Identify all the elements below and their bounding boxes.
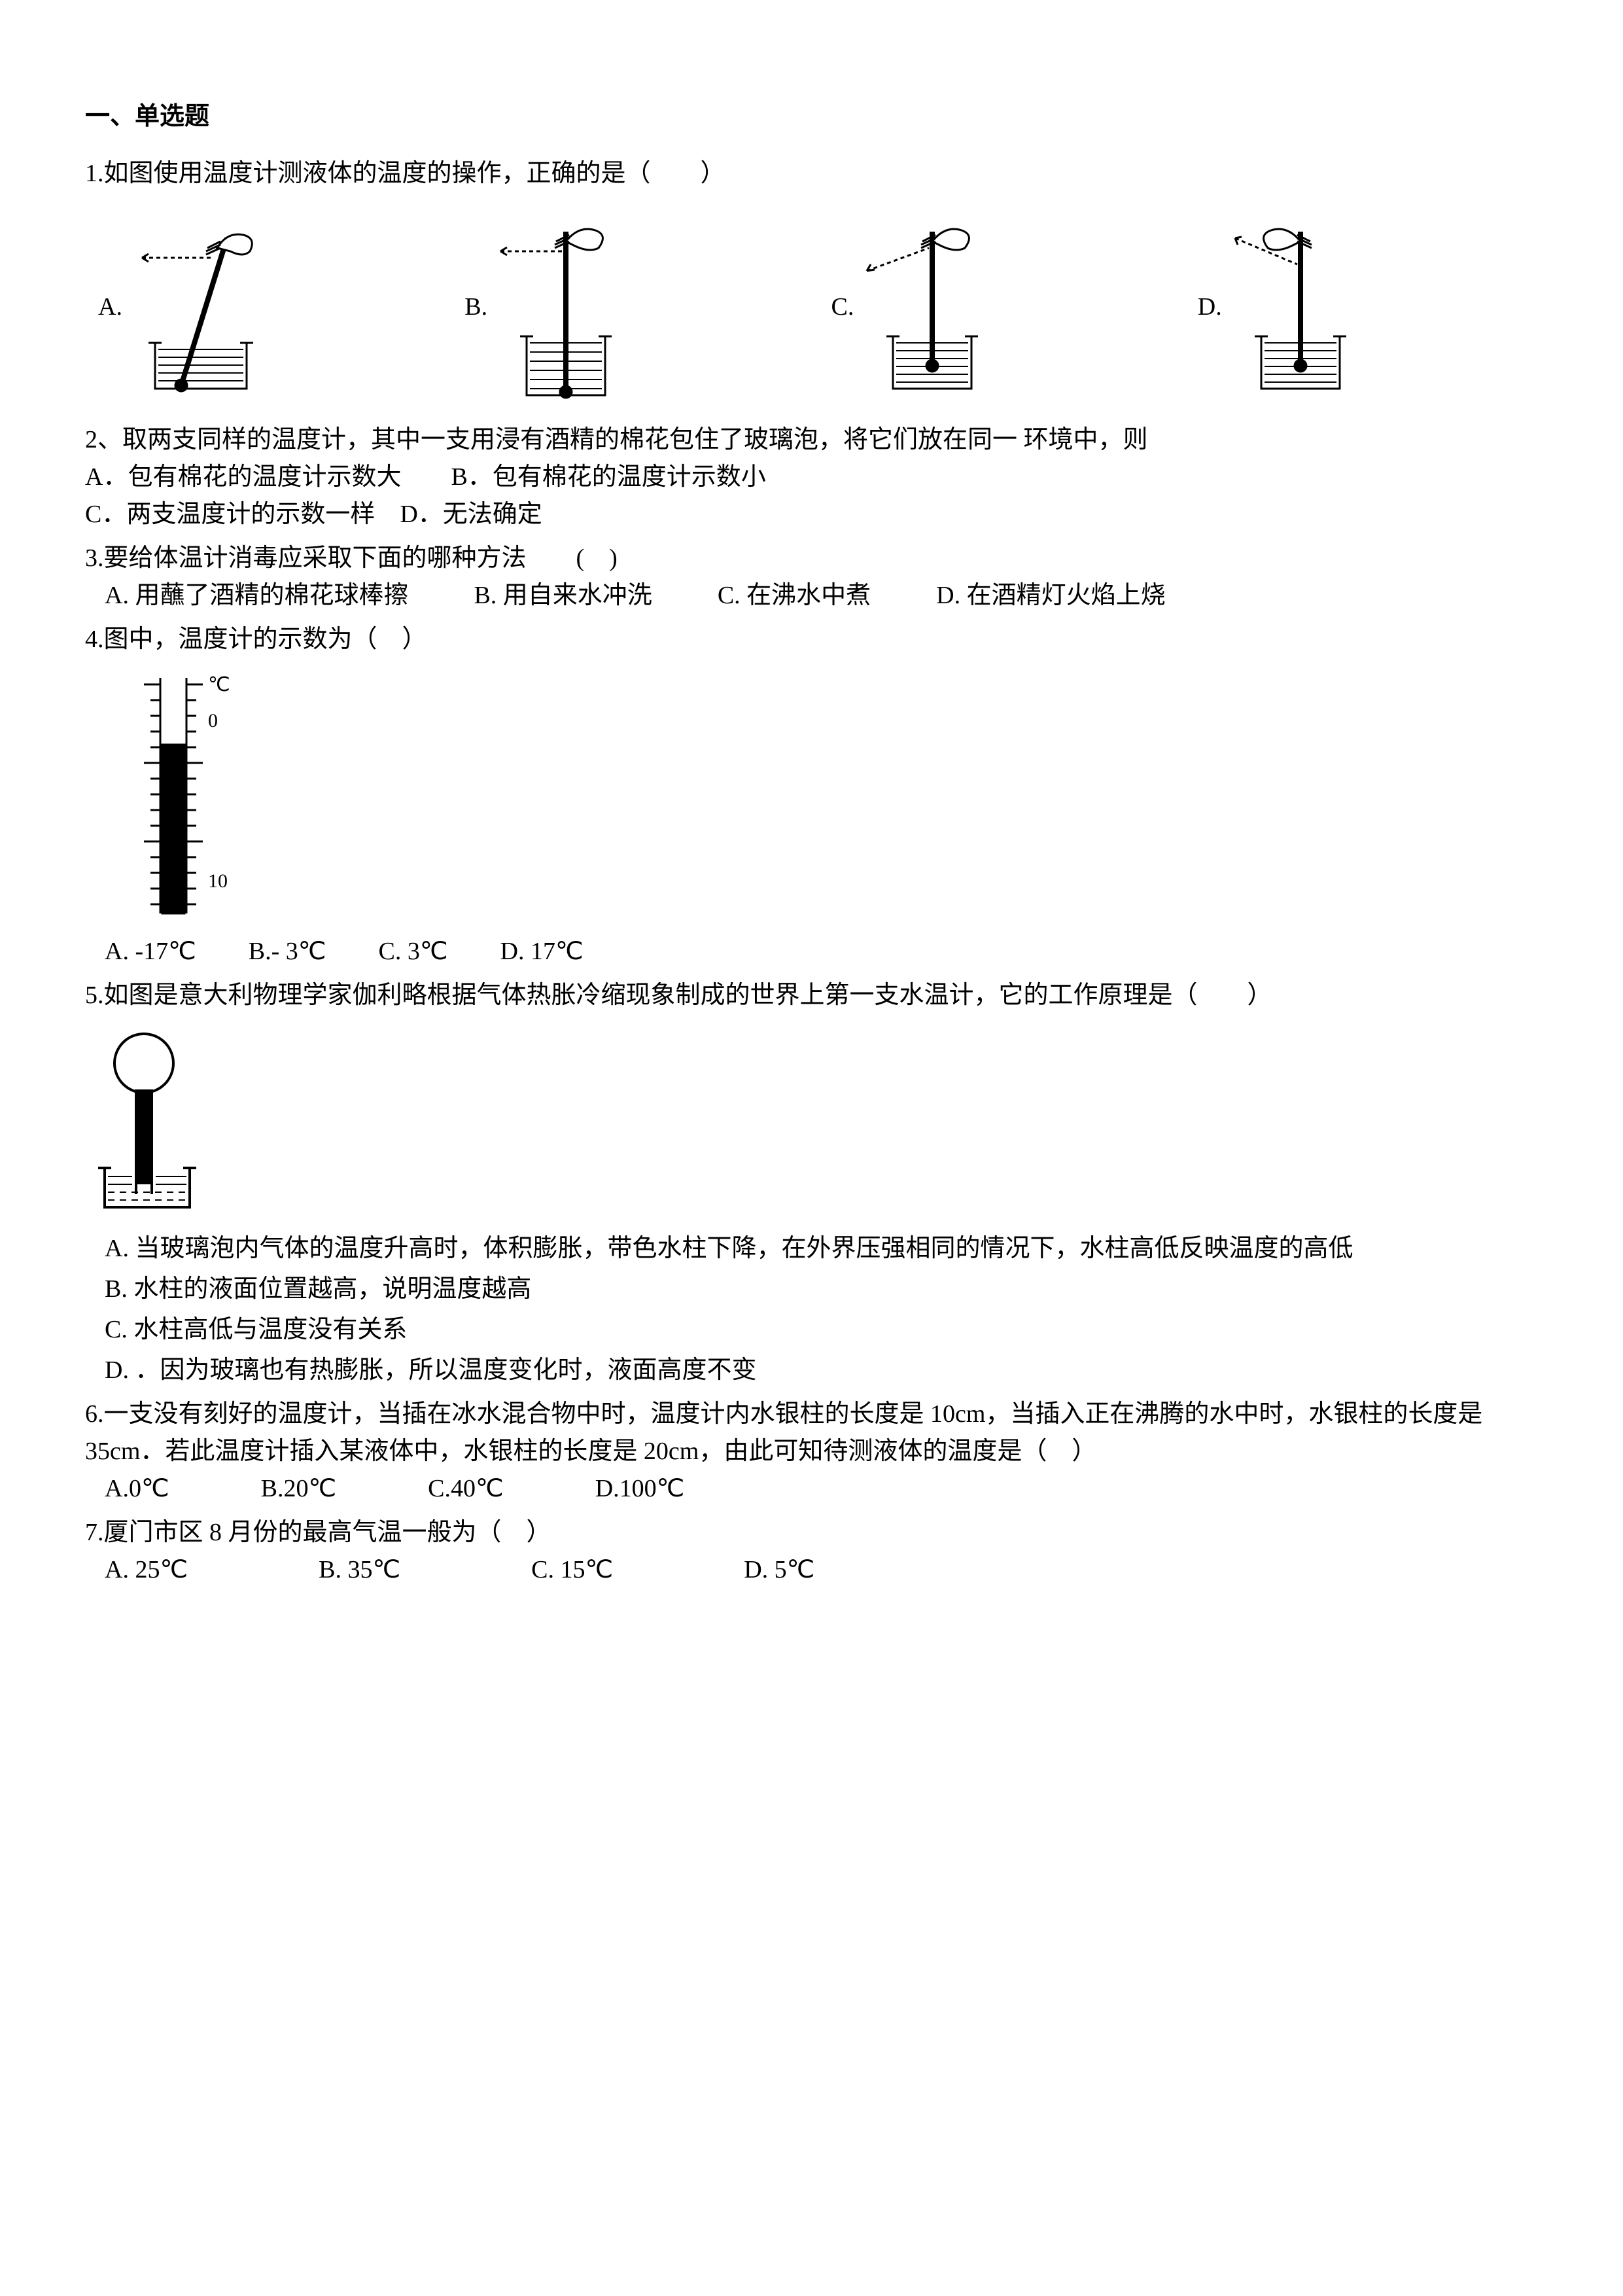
q1-options-row: A. [85,212,1538,402]
q6-optA: A.0℃ [105,1470,169,1508]
q3-optA: A. 用蘸了酒精的棉花球棒擦 [105,577,408,614]
q4-optA: A. -17℃ [105,933,196,970]
question-5: 5.如图是意大利物理学家伽利略根据气体热胀冷缩现象制成的世界上第一支水温计，它的… [85,977,1538,1389]
question-7: 7.厦门市区 8 月份的最高气温一般为（ ） A. 25℃ B. 35℃ C. … [85,1514,1538,1589]
q7-opts: A. 25℃ B. 35℃ C. 15℃ D. 5℃ [85,1551,1538,1589]
q5-stem: 5.如图是意大利物理学家伽利略根据气体热胀冷缩现象制成的世界上第一支水温计，它的… [85,977,1538,1014]
thermo-label-0: 0 [208,710,218,732]
question-2: 2、取两支同样的温度计，其中一支用浸有酒精的棉花包住了玻璃泡，将它们放在同一 环… [85,421,1538,533]
q1-stem: 1.如图使用温度计测液体的温度的操作，正确的是（ ） [85,160,725,187]
q7-optA: A. 25℃ [105,1551,188,1589]
thermometer-beaker-diagram-c [860,212,1004,402]
thermo-label-10: 10 [208,870,228,892]
q6-optD: D.100℃ [595,1470,685,1508]
q6-opts: A.0℃ B.20℃ C.40℃ D.100℃ [85,1470,1538,1508]
q2-line2: C．两支温度计的示数一样 D．无法确定 [85,496,1538,533]
q1-option-b: B. [464,212,805,402]
q7-optB: B. 35℃ [319,1551,400,1589]
q3-optB: B. 用自来水冲洗 [474,577,652,614]
q4-optD: D. 17℃ [500,933,584,970]
q6-optC: C.40℃ [428,1470,504,1508]
q3-stem: 3.要给体温计消毒应采取下面的哪种方法 ( ) [85,540,1538,577]
thermometer-beaker-diagram-b [494,212,638,402]
q1-optC-letter: C. [831,289,854,326]
page-container: 一、单选题 1.如图使用温度计测液体的温度的操作，正确的是（ ） A. [0,0,1623,1661]
galileo-thermometer-diagram [85,1027,216,1217]
question-1: 1.如图使用温度计测液体的温度的操作，正确的是（ ） A. [85,155,1538,402]
q2-stem: 2、取两支同样的温度计，其中一支用浸有酒精的棉花包住了玻璃泡，将它们放在同一 环… [85,421,1538,459]
thermometer-beaker-diagram-d [1229,212,1372,402]
q6-stem: 6.一支没有刻好的温度计，当插在冰水混合物中时，温度计内水银柱的长度是 10cm… [85,1396,1538,1470]
q1-option-a: A. [98,212,438,402]
question-6: 6.一支没有刻好的温度计，当插在冰水混合物中时，温度计内水银柱的长度是 10cm… [85,1396,1538,1508]
q4-optB: B.- 3℃ [249,933,326,970]
q1-optB-letter: B. [464,289,487,326]
q5-optC: C. 水柱高低与温度没有关系 [85,1311,1538,1349]
q5-optA: A. 当玻璃泡内气体的温度升高时，体积膨胀，带色水柱下降，在外界压强相同的情况下… [85,1230,1538,1267]
q4-optC: C. 3℃ [378,933,447,970]
q3-opts: A. 用蘸了酒精的棉花球棒擦 B. 用自来水冲洗 C. 在沸水中煮 D. 在酒精… [85,577,1538,614]
q7-optC: C. 15℃ [531,1551,613,1589]
q2-line1: A．包有棉花的温度计示数大 B．包有棉花的温度计示数小 [85,459,1538,496]
thermometer-scale-diagram: ℃ 0 10 [124,671,255,920]
q6-optB: B.20℃ [261,1470,337,1508]
q3-optD: D. 在酒精灯火焰上烧 [936,577,1165,614]
q1-optA-letter: A. [98,289,122,326]
section-title: 一、单选题 [85,98,1538,135]
thermometer-beaker-diagram-a [129,212,273,402]
q4-opts: A. -17℃ B.- 3℃ C. 3℃ D. 17℃ [85,933,1538,970]
q1-option-c: C. [831,212,1172,402]
q7-stem: 7.厦门市区 8 月份的最高气温一般为（ ） [85,1514,1538,1551]
q5-optB: B. 水柱的液面位置越高，说明温度越高 [85,1271,1538,1308]
q3-optC: C. 在沸水中煮 [718,577,871,614]
q5-optD: D. ．因为玻璃也有热膨胀，所以温度变化时，液面高度不变 [85,1352,1538,1389]
question-4: 4.图中，温度计的示数为（ ） [85,621,1538,970]
thermo-unit: ℃ [208,674,230,696]
q1-optD-letter: D. [1198,289,1222,326]
q4-stem: 4.图中，温度计的示数为（ ） [85,621,1538,658]
question-3: 3.要给体温计消毒应采取下面的哪种方法 ( ) A. 用蘸了酒精的棉花球棒擦 B… [85,540,1538,614]
q1-option-d: D. [1198,212,1538,402]
q7-optD: D. 5℃ [744,1551,814,1589]
